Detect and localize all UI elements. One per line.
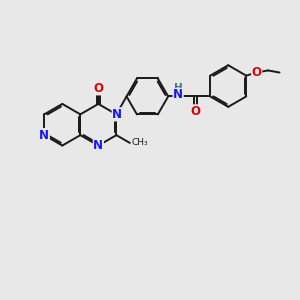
Text: H: H [174,83,182,93]
Text: O: O [93,82,103,95]
Text: N: N [39,129,49,142]
Text: CH₃: CH₃ [131,138,148,147]
Text: N: N [173,88,183,101]
Text: O: O [252,66,262,79]
Text: O: O [190,105,200,118]
Text: N: N [93,139,103,152]
Text: N: N [112,108,122,121]
